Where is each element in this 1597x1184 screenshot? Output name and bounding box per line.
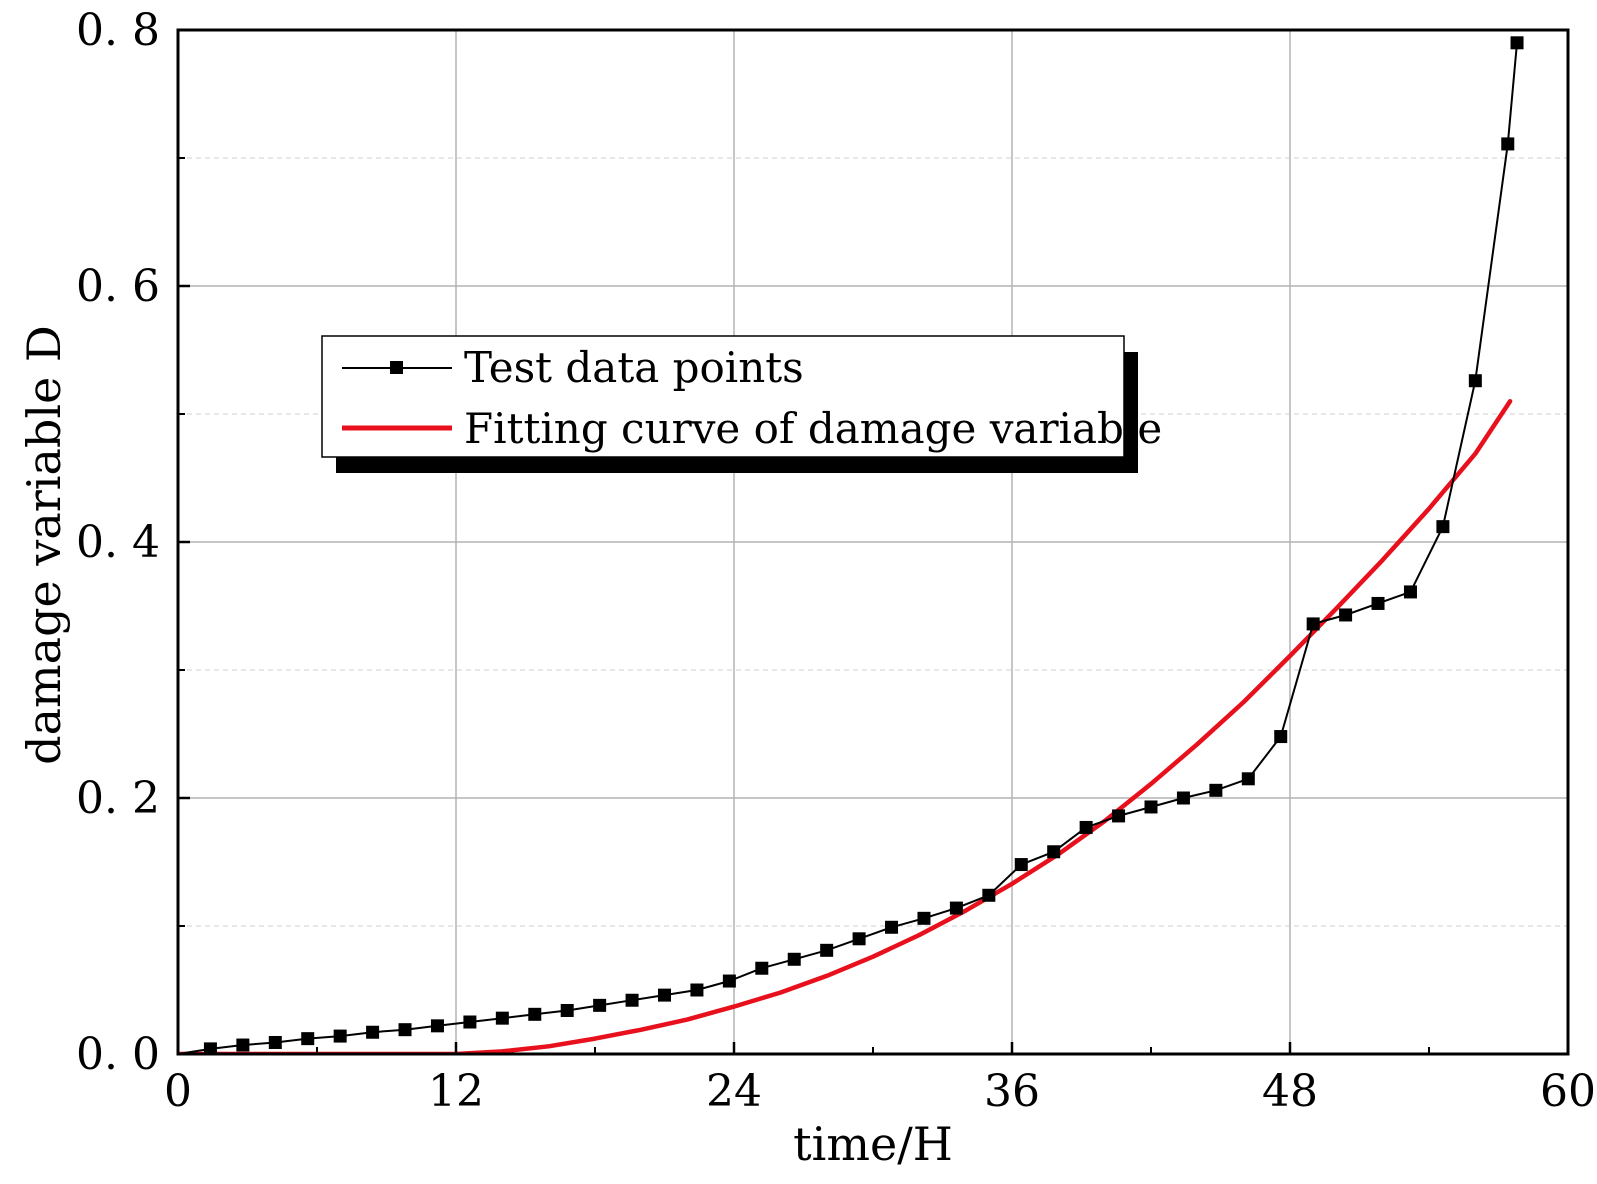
data-point-marker	[1274, 730, 1288, 744]
legend-box	[321, 335, 1125, 458]
data-point-marker	[1510, 36, 1524, 50]
x-tick-label: 12	[428, 1066, 484, 1117]
data-point-marker	[1241, 772, 1255, 786]
legend-marker-test-data	[390, 361, 403, 374]
data-point-marker	[722, 974, 736, 988]
data-point-marker	[333, 1029, 347, 1043]
data-point-marker	[366, 1025, 380, 1039]
x-tick-label: 48	[1262, 1066, 1318, 1117]
data-point-marker	[593, 998, 607, 1012]
data-point-marker	[463, 1015, 477, 1029]
series-line-test-data	[178, 41, 1518, 1054]
data-point-marker	[658, 988, 671, 1002]
y-tick-label: 0. 6	[76, 261, 160, 312]
legend-label-test-data: Test data points	[464, 343, 804, 392]
data-point-marker	[236, 1038, 250, 1052]
data-point-marker	[1209, 783, 1223, 797]
data-point-marker	[1047, 845, 1061, 859]
y-tick-label: 0. 0	[76, 1029, 160, 1080]
series-layer	[178, 36, 1524, 1054]
data-point-marker	[430, 1019, 444, 1033]
y-axis-title: damage variable D	[17, 325, 71, 765]
x-axis-title: time/H	[793, 1117, 953, 1171]
x-tick-label: 0	[164, 1066, 192, 1117]
data-point-marker	[1079, 820, 1093, 834]
tick-layer: 0 12 24 36 48 60 0. 0 0. 2 0. 4 0. 6 0. 8	[76, 5, 1596, 1117]
data-point-marker	[398, 1023, 412, 1037]
legend: Test data points Fitting curve of damage…	[321, 335, 1162, 473]
data-point-marker	[949, 901, 963, 915]
data-point-marker	[885, 920, 899, 934]
data-point-marker	[1014, 858, 1028, 872]
data-point-marker	[625, 993, 639, 1007]
data-point-marker	[560, 1003, 574, 1017]
data-point-marker	[1436, 520, 1450, 534]
series-line-fitting-curve	[178, 398, 1513, 1054]
y-tick-label: 0. 2	[76, 773, 160, 824]
data-point-marker	[982, 888, 996, 902]
x-tick-label: 36	[984, 1066, 1040, 1117]
data-point-marker	[495, 1011, 509, 1025]
y-tick-label: 0. 4	[76, 517, 160, 568]
data-point-marker	[1306, 617, 1320, 631]
data-point-marker	[1371, 596, 1385, 610]
data-point-marker	[528, 1007, 542, 1021]
grid-layer	[178, 30, 1568, 1054]
data-point-marker	[1339, 608, 1353, 622]
data-point-marker	[1112, 809, 1126, 823]
data-point-marker	[1144, 800, 1158, 814]
data-point-marker	[1468, 374, 1482, 388]
x-tick-label: 24	[706, 1066, 762, 1117]
data-point-marker	[820, 943, 834, 957]
legend-label-fitting-curve: Fitting curve of damage variable	[464, 404, 1162, 453]
data-point-marker	[852, 932, 866, 946]
data-point-marker	[1403, 585, 1417, 599]
data-point-marker	[1176, 791, 1190, 805]
x-tick-label: 60	[1540, 1066, 1596, 1117]
data-point-marker	[917, 911, 931, 925]
data-point-marker	[301, 1032, 315, 1046]
data-point-marker	[1501, 137, 1515, 151]
data-point-marker	[787, 952, 801, 966]
data-point-marker	[755, 961, 769, 975]
data-point-marker	[690, 983, 704, 997]
data-point-marker	[268, 1035, 282, 1049]
y-tick-label: 0. 8	[76, 5, 160, 56]
data-point-marker	[203, 1042, 217, 1054]
